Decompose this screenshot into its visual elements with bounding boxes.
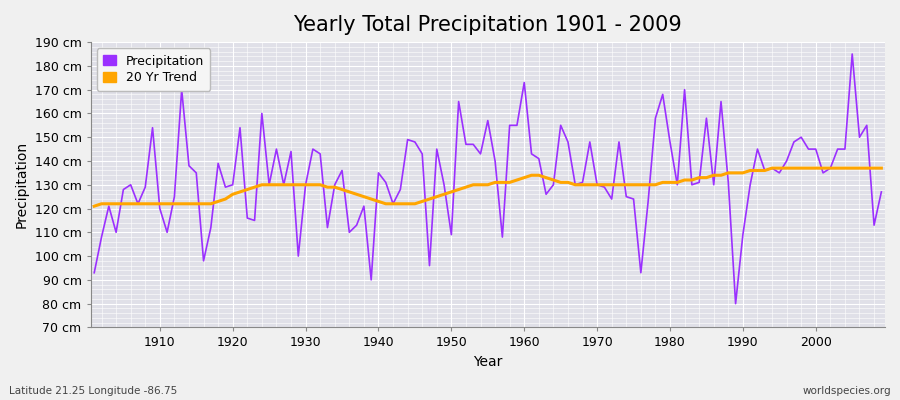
Precipitation [147,125,158,130]
Line: 20 Yr Trend: 20 Yr Trend [94,168,881,206]
Precipitation [518,80,529,85]
Line: Precipitation: Precipitation [94,54,881,304]
Precipitation [89,270,100,275]
Y-axis label: Precipitation: Precipitation [15,141,29,228]
X-axis label: Year: Year [473,355,502,369]
Precipitation [351,223,362,228]
20 Yr Trend [511,178,522,182]
20 Yr Trend [518,175,529,180]
Precipitation [730,301,741,306]
20 Yr Trend [147,201,158,206]
Precipitation [876,190,886,194]
Precipitation [607,197,617,202]
Text: worldspecies.org: worldspecies.org [803,386,891,396]
20 Yr Trend [607,182,617,187]
20 Yr Trend [351,192,362,197]
Precipitation [308,147,319,152]
20 Yr Trend [767,166,778,170]
Title: Yearly Total Precipitation 1901 - 2009: Yearly Total Precipitation 1901 - 2009 [293,15,682,35]
Precipitation [511,123,522,128]
Legend: Precipitation, 20 Yr Trend: Precipitation, 20 Yr Trend [97,48,210,91]
20 Yr Trend [308,182,319,187]
Precipitation [847,52,858,56]
20 Yr Trend [89,204,100,208]
20 Yr Trend [876,166,886,170]
Text: Latitude 21.25 Longitude -86.75: Latitude 21.25 Longitude -86.75 [9,386,177,396]
